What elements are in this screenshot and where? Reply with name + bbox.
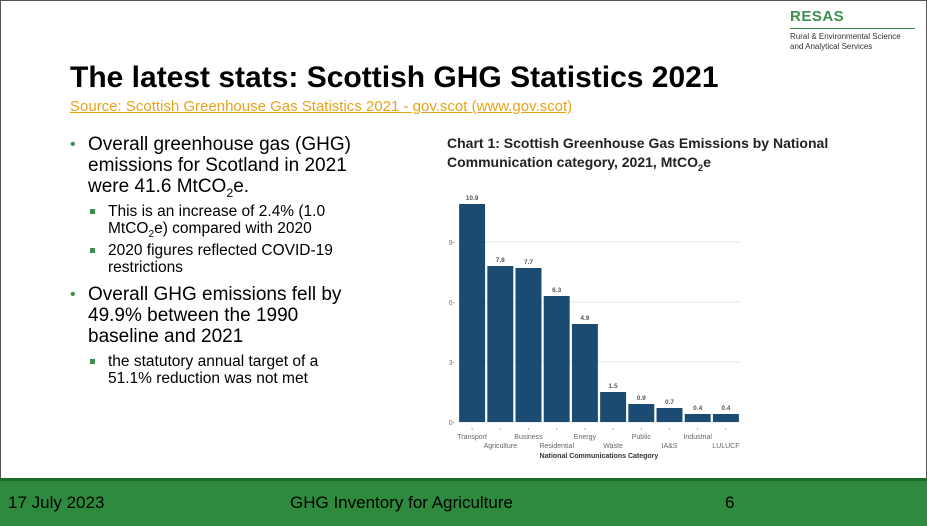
- bullet-total-suffix: e.: [233, 176, 250, 197]
- slide-title: The latest stats: Scottish GHG Statistic…: [70, 61, 719, 94]
- source-link[interactable]: Source: Scottish Greenhouse Gas Statisti…: [70, 98, 573, 115]
- footer-page-number: 6: [725, 493, 735, 512]
- bar-residential: [543, 296, 570, 422]
- y-tick-label-3: 3-: [449, 360, 456, 367]
- data-label-ia-s: 0.7: [665, 399, 674, 406]
- x-tick-label-public: Public: [632, 434, 652, 441]
- x-axis-title: National Communications Category: [540, 453, 659, 460]
- bullet-total-subscript: 2: [226, 185, 234, 200]
- data-label-public: 0.9: [637, 395, 646, 402]
- y-tick-label-9: 9-: [449, 240, 456, 247]
- data-label-transport: 10.9: [466, 195, 479, 202]
- data-label-business: 7.7: [524, 259, 533, 266]
- x-tick-label-energy: Energy: [574, 434, 597, 441]
- footer-title: GHG Inventory for Agriculture: [290, 493, 513, 512]
- y-tick-label-0: 0-: [449, 420, 456, 427]
- data-label-energy: 4.9: [580, 315, 589, 322]
- bar-chart: 0- 3- 6- 9- 10.9 Transport 7.8 Agriculture 7.7 Bu…: [449, 195, 740, 460]
- bar-business: [515, 268, 542, 422]
- subbullet-increase: This is an increase of 2.4% (1.0 MtCO2e)…: [70, 203, 360, 241]
- bar-public: [628, 404, 655, 422]
- data-label-residential: 6.3: [552, 287, 561, 294]
- logo-subtitle-line1: Rural & Environmental Science: [790, 32, 901, 41]
- bar-transport: [459, 204, 486, 422]
- logo-divider: [790, 28, 915, 29]
- bullet-total-text: Overall greenhouse gas (GHG) emissions f…: [88, 134, 351, 197]
- bullet-reduction: Overall GHG emissions fell by 49.9% betw…: [70, 284, 360, 347]
- data-label-industrial: 0.4: [693, 405, 702, 412]
- data-label-agriculture: 7.8: [496, 257, 505, 264]
- bar-industrial: [684, 414, 711, 422]
- subbullet-target: the statutory annual target of a 51.1% r…: [70, 353, 360, 387]
- x-tick-label-lulucf: LULUCF: [712, 443, 739, 450]
- bar-lulucf: [712, 414, 739, 422]
- x-tick-label-ia-s: IA&S: [662, 443, 678, 450]
- x-tick-label-business: Business: [514, 434, 543, 441]
- chart-title-line2: Communication category, 2021, MtCO2e: [447, 153, 867, 172]
- subbullet-increase-suffix: e) compared with 2020: [154, 220, 312, 237]
- data-label-lulucf: 0.4: [721, 405, 730, 412]
- data-label-waste: 1.5: [609, 383, 618, 390]
- subbullet-increase-subscript: 2: [148, 229, 155, 241]
- x-tick-label-waste: Waste: [603, 443, 623, 450]
- resas-logo: RESAS Rural & Environmental Science and …: [790, 8, 918, 52]
- bar-energy: [571, 324, 598, 422]
- chart-title-line1: Chart 1: Scottish Greenhouse Gas Emissio…: [447, 135, 829, 151]
- subbullet-increase-text: This is an increase of 2.4% (1.0 MtCO: [108, 203, 326, 237]
- y-tick-label-6: 6-: [449, 300, 456, 307]
- x-tick-label-agriculture: Agriculture: [484, 443, 518, 450]
- x-tick-label-industrial: Industrial: [683, 434, 712, 441]
- logo-title: RESAS: [790, 8, 845, 25]
- chart-title-subscript: 2: [698, 162, 704, 173]
- footer-date: 17 July 2023: [8, 493, 105, 512]
- bar-agriculture: [487, 266, 514, 422]
- footer-bar: 17 July 2023 GHG Inventory for Agricultu…: [0, 478, 927, 526]
- chart-title: Chart 1: Scottish Greenhouse Gas Emissio…: [447, 134, 867, 172]
- bullet-list: Overall greenhouse gas (GHG) emissions f…: [70, 134, 360, 392]
- chart-title-line2-text: Communication category, 2021, MtCO: [447, 154, 699, 170]
- x-tick-label-residential: Residential: [539, 443, 574, 450]
- logo-subtitle-line2: and Analytical Services: [790, 42, 873, 51]
- subbullet-covid: 2020 figures reflected COVID-19 restrict…: [70, 242, 360, 276]
- x-tick-label-transport: Transport: [457, 434, 487, 441]
- bar-waste: [600, 392, 627, 422]
- bullet-total-emissions: Overall greenhouse gas (GHG) emissions f…: [70, 134, 360, 200]
- chart-title-suffix: e: [703, 154, 711, 170]
- bar-ia-s: [656, 408, 683, 422]
